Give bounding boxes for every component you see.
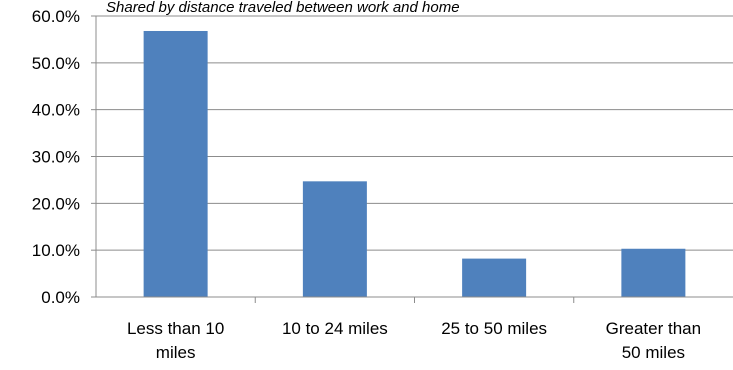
y-tick-label: 30.0% [32, 148, 80, 167]
x-axis-tick-labels: Less than 10 miles 10 to 24 miles 25 to 50 … [127, 319, 701, 362]
x-tick-label: 10 to 24 miles [282, 319, 388, 338]
chart-subtitle: Shared by distance traveled between work… [106, 0, 460, 16]
bar [462, 258, 527, 297]
x-tick-label: Less than 10 miles [127, 319, 224, 362]
y-tick-label: 0.0% [41, 288, 80, 307]
bar [621, 248, 686, 297]
bar [143, 30, 208, 298]
bar [302, 181, 367, 297]
y-tick-label: 60.0% [32, 7, 80, 26]
y-tick-label: 10.0% [32, 241, 80, 260]
y-axis-tick-labels: 0.0% 10.0% 20.0% 30.0% 40.0% 50.0% 60.0% [32, 7, 80, 307]
bars [143, 30, 686, 298]
y-tick-label: 20.0% [32, 194, 80, 213]
axes [91, 15, 733, 303]
y-tick-label: 50.0% [32, 54, 80, 73]
x-tick-label: Greater than 50 miles [606, 319, 701, 362]
x-tick-label: 25 to 50 miles [441, 319, 547, 338]
y-tick-label: 40.0% [32, 101, 80, 120]
